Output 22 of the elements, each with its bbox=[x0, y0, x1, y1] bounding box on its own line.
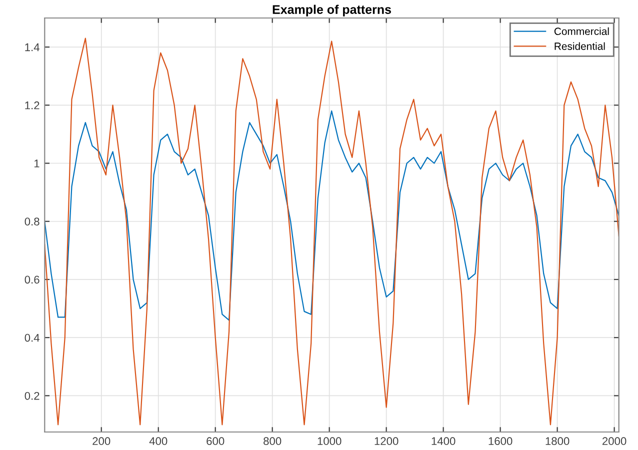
x-tick-label: 1200 bbox=[374, 437, 398, 446]
x-tick-label: 1000 bbox=[318, 437, 342, 446]
x-tick-label: 200 bbox=[92, 437, 110, 446]
y-tick-label: 0.4 bbox=[24, 334, 40, 342]
x-tick-label: 600 bbox=[206, 437, 224, 446]
x-tick-label: 2000 bbox=[602, 437, 626, 446]
x-tick-label: 400 bbox=[149, 437, 168, 446]
y-tick-label: 0.6 bbox=[24, 276, 40, 284]
line-series bbox=[44, 38, 619, 426]
x-tick-label: 800 bbox=[264, 437, 282, 446]
y-tick-label: 1.4 bbox=[25, 43, 40, 52]
y-tick-label: 1.2 bbox=[25, 101, 40, 110]
y-tick-label: 1 bbox=[34, 160, 40, 168]
legend-label: Residential bbox=[554, 42, 605, 50]
y-tick-label: 0.8 bbox=[24, 218, 40, 226]
y-tick-label: 0.2 bbox=[24, 392, 40, 400]
x-tick-label: 1800 bbox=[546, 437, 570, 446]
line-series bbox=[44, 110, 619, 321]
x-tick-label: 1600 bbox=[488, 437, 512, 446]
x-tick-label: 1400 bbox=[432, 437, 456, 446]
chart-title: Example of patterns bbox=[272, 4, 391, 16]
legend-label: Commercial bbox=[554, 27, 609, 36]
